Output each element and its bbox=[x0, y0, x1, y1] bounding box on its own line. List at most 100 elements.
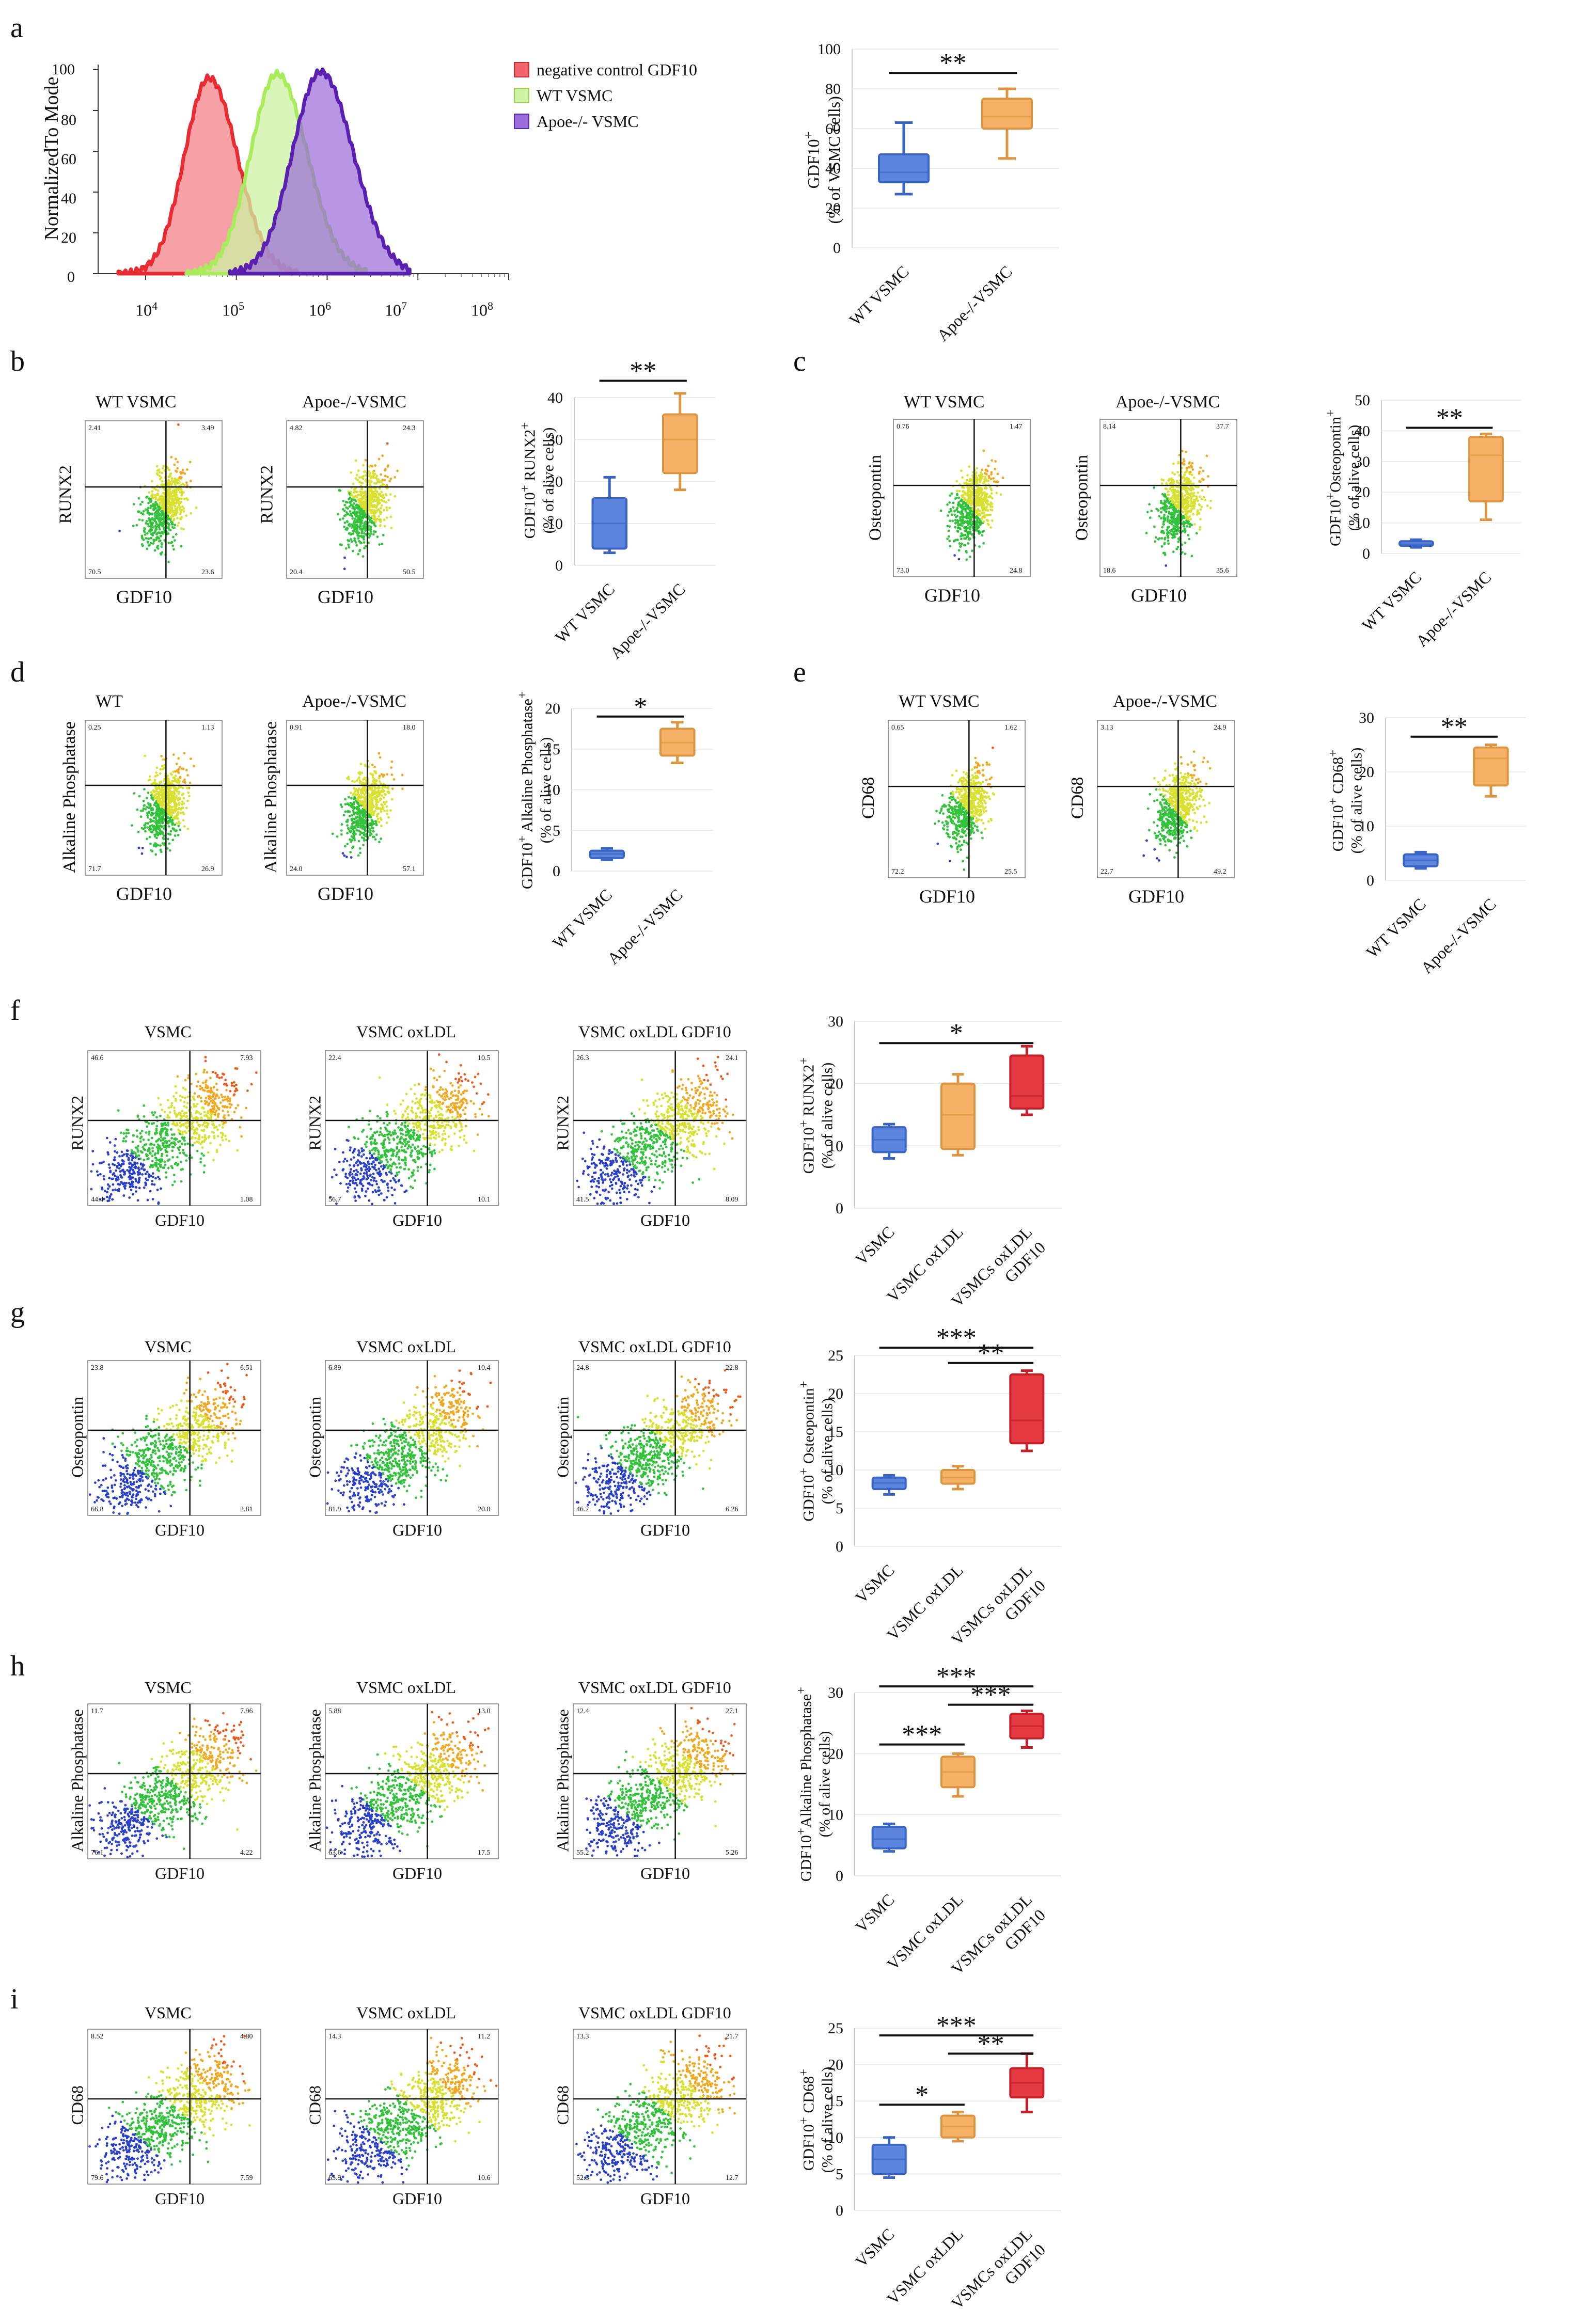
scatter-c-2-dot bbox=[1182, 482, 1185, 485]
scatter-b-2-dot bbox=[348, 525, 351, 527]
box-d-ytick-label: 10 bbox=[545, 782, 560, 799]
scatter-d-2-dot bbox=[346, 802, 349, 805]
scatter-b-2-dot bbox=[343, 556, 346, 559]
scatter-c-1-q-ur: 1.47 bbox=[1010, 423, 1023, 431]
scatter-b-1-dot bbox=[171, 526, 174, 529]
scatter-c-1-frame bbox=[893, 419, 1031, 577]
scatter-b-1-dot bbox=[141, 519, 144, 522]
scatter-d-2-dot bbox=[347, 810, 350, 813]
scatter-e-1-dot bbox=[975, 797, 978, 800]
scatter-c-1-dot bbox=[980, 518, 983, 521]
scatter-d-1-dot bbox=[133, 792, 136, 795]
scatter-c-1-dot bbox=[981, 534, 984, 537]
scatter-d-2-dot bbox=[352, 807, 355, 810]
scatter-d-2-dot bbox=[343, 854, 346, 857]
scatter-b-1-dot bbox=[169, 491, 172, 494]
scatter-b-2-dot bbox=[378, 457, 381, 461]
scatter-c-2-dot bbox=[1188, 537, 1191, 541]
scatter-b-1-dot bbox=[174, 477, 177, 480]
box-g-ytick-label: 0 bbox=[836, 1538, 843, 1555]
scatter-d-2-dot bbox=[346, 843, 349, 845]
scatter-c-1-dot bbox=[981, 509, 984, 512]
scatter-c-1-dot bbox=[961, 494, 963, 497]
scatter-b-2-dot bbox=[376, 502, 379, 505]
scatter-c-2-dot bbox=[1176, 546, 1180, 549]
scatter-d-2-dot bbox=[348, 828, 350, 831]
scatter-e-1-dot bbox=[979, 796, 982, 799]
scatter-d-1-dot bbox=[147, 792, 150, 794]
scatter-d-2-dot bbox=[358, 833, 361, 836]
scatter-c-2-dot bbox=[1166, 528, 1169, 531]
scatter-c-1-dot bbox=[968, 494, 970, 497]
scatter-b-1-dot bbox=[166, 502, 169, 505]
scatter-c-2-dot bbox=[1172, 525, 1175, 528]
scatter-c-1-dot bbox=[964, 504, 967, 508]
scatter-d-1-dot bbox=[148, 775, 151, 778]
scatter-e-1-dot bbox=[935, 810, 938, 813]
scatter-b-1-dot bbox=[171, 497, 174, 500]
hist-series-2 bbox=[228, 67, 412, 276]
scatter-b-2-dot bbox=[364, 490, 367, 493]
scatter-c-1-dot bbox=[981, 506, 983, 509]
scatter-d-1-dot bbox=[146, 837, 148, 841]
scatter-b-1-dot bbox=[153, 549, 156, 552]
scatter-b-1-dot bbox=[172, 501, 175, 504]
scatter-c-2-dot bbox=[1196, 513, 1199, 516]
box-e-ytick-label: 20 bbox=[1359, 764, 1374, 781]
scatter-c-1-dot bbox=[989, 526, 992, 529]
scatter-c-2-dot bbox=[1170, 512, 1173, 515]
scatter-d-1-dot bbox=[162, 768, 164, 770]
scatter-d-1-dot bbox=[177, 834, 180, 836]
scatter-e-1-dot bbox=[975, 817, 978, 819]
scatter-c-1-dot bbox=[999, 493, 1002, 496]
scatter-d-1-dot bbox=[172, 792, 175, 795]
scatter-b-1-dot bbox=[167, 482, 169, 485]
scatter-b-1-dot bbox=[149, 507, 152, 510]
scatter-e-1-dot bbox=[965, 813, 968, 816]
scatter-b-2-dot bbox=[379, 518, 382, 521]
scatter-b-2-dot bbox=[343, 509, 346, 512]
scatter-c-1-dot bbox=[948, 540, 951, 543]
scatter-d-1-dot bbox=[177, 808, 179, 811]
scatter-c-2-dot bbox=[1182, 463, 1185, 466]
scatter-c-1-dot bbox=[980, 501, 983, 504]
scatter-d-2-dot bbox=[348, 778, 350, 781]
scatter-d-1-dot bbox=[137, 846, 140, 849]
scatter-b-2-dot bbox=[338, 489, 341, 492]
scatter-b-1-dot bbox=[144, 533, 147, 536]
scatter-b-2-dot bbox=[376, 518, 379, 520]
box-e-xtick-label: Apoe-/-VSMC bbox=[1417, 894, 1500, 977]
scatter-d-2-dot bbox=[379, 791, 381, 794]
scatter-d-2-dot bbox=[352, 793, 355, 796]
box-a-box-0 bbox=[878, 153, 930, 183]
scatter-c-1-dot bbox=[950, 513, 953, 516]
scatter-c-2-dot bbox=[1198, 528, 1201, 531]
scatter-e-1-dot bbox=[966, 827, 969, 830]
scatter-b-1-dot bbox=[145, 537, 148, 540]
scatter-c-2-dot bbox=[1148, 503, 1151, 506]
scatter-d-1-dot bbox=[170, 820, 174, 823]
scatter-b-2-dot bbox=[394, 495, 397, 498]
box-e-box-1 bbox=[1473, 746, 1509, 787]
scatter-b-2-dot bbox=[354, 500, 357, 502]
scatter-d-2-dot bbox=[385, 821, 388, 825]
scatter-c-2-dot bbox=[1170, 533, 1173, 536]
scatter-d-1-dot bbox=[177, 820, 180, 823]
scatter-b-2-dot bbox=[356, 530, 359, 533]
scatter-c-1-dot bbox=[962, 534, 965, 536]
scatter-b-2-dot bbox=[381, 504, 383, 507]
scatter-b-2-dot bbox=[384, 493, 387, 496]
scatter-b-1-dot bbox=[144, 508, 147, 511]
scatter-e-1-dot bbox=[965, 842, 968, 844]
scatter-b-2-dot bbox=[376, 478, 379, 481]
scatter-e-1-dot bbox=[969, 778, 972, 781]
scatter-c-2-dot bbox=[1186, 511, 1189, 514]
scatter-d-1-dot bbox=[174, 770, 177, 773]
scatter-d-1-dot bbox=[190, 757, 192, 760]
scatter-b-2-dot bbox=[373, 494, 376, 497]
scatter-b-1-dot bbox=[155, 533, 158, 535]
scatter-b-2-dot bbox=[352, 532, 355, 535]
box-d-xtick-label: WT VSMC bbox=[549, 885, 616, 952]
scatter-e-1-dot bbox=[942, 812, 945, 815]
scatter-d-1-dot bbox=[149, 842, 152, 845]
